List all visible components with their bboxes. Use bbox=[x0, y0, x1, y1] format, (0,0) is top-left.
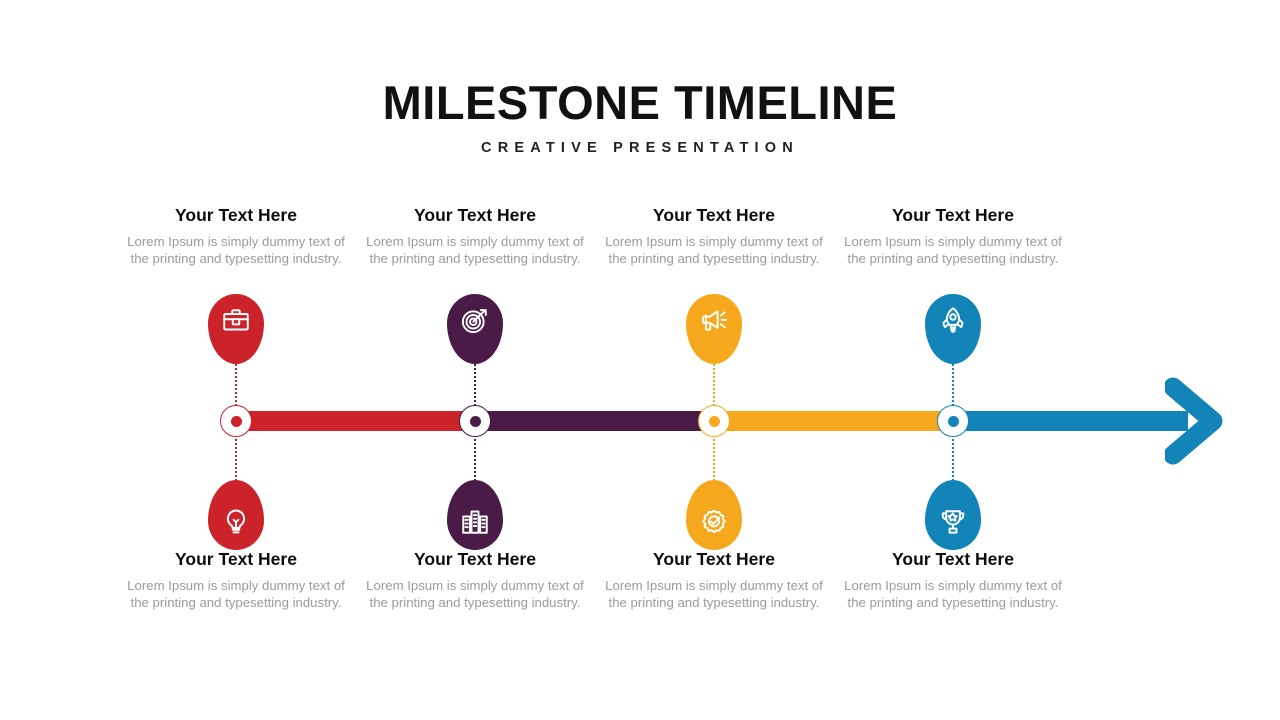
milestone-pin-1-bottom[interactable] bbox=[208, 480, 264, 550]
milestone-text-block-3-bottom: Your Text Here Lorem Ipsum is simply dumm… bbox=[599, 549, 829, 611]
rocket-icon bbox=[938, 305, 968, 335]
milestone-pin-4-bottom[interactable] bbox=[925, 480, 981, 550]
milestone-text-block-2-top: Your Text Here Lorem Ipsum is simply dumm… bbox=[360, 205, 590, 267]
timeline-node-dot bbox=[230, 415, 242, 427]
timeline-bar-segment-2 bbox=[475, 411, 714, 431]
milestone-heading: Your Text Here bbox=[175, 205, 297, 225]
milestone-heading: Your Text Here bbox=[653, 205, 775, 225]
timeline-connector-4-bottom bbox=[952, 427, 954, 481]
timeline-connector-3-bottom bbox=[713, 427, 715, 481]
milestone-body: Lorem Ipsum is simply dummy text of the … bbox=[844, 233, 1062, 266]
timeline-connector-1-bottom bbox=[235, 427, 237, 481]
target-arrow-icon bbox=[460, 305, 490, 335]
milestone-pin-4-top[interactable] bbox=[925, 294, 981, 364]
milestone-text-block-1-top: Your Text Here Lorem Ipsum is simply dumm… bbox=[121, 205, 351, 267]
milestone-pin-2-bottom[interactable] bbox=[447, 480, 503, 550]
milestone-text-block-4-bottom: Your Text Here Lorem Ipsum is simply dumm… bbox=[838, 549, 1068, 611]
milestone-body: Lorem Ipsum is simply dummy text of the … bbox=[366, 577, 584, 610]
timeline-node-dot bbox=[708, 415, 720, 427]
timeline-bar-segment-1 bbox=[236, 411, 475, 431]
gear-check-icon bbox=[699, 507, 729, 537]
milestone-body: Lorem Ipsum is simply dummy text of the … bbox=[127, 233, 345, 266]
milestone-heading: Your Text Here bbox=[175, 549, 297, 569]
trophy-icon bbox=[938, 507, 968, 537]
milestone-text-block-1-bottom: Your Text Here Lorem Ipsum is simply dumm… bbox=[121, 549, 351, 611]
timeline-connector-1-top bbox=[235, 352, 237, 406]
milestone-pin-2-top[interactable] bbox=[447, 294, 503, 364]
lightbulb-icon bbox=[221, 507, 251, 537]
milestone-pin-3-top[interactable] bbox=[686, 294, 742, 364]
milestone-text-block-3-top: Your Text Here Lorem Ipsum is simply dumm… bbox=[599, 205, 829, 267]
milestone-body: Lorem Ipsum is simply dummy text of the … bbox=[605, 233, 823, 266]
briefcase-icon bbox=[221, 305, 251, 335]
page-title: MILESTONE TIMELINE bbox=[382, 76, 898, 129]
milestone-heading: Your Text Here bbox=[414, 549, 536, 569]
milestone-body: Lorem Ipsum is simply dummy text of the … bbox=[605, 577, 823, 610]
milestone-heading: Your Text Here bbox=[414, 205, 536, 225]
timeline-bar-segment-3 bbox=[714, 411, 953, 431]
milestone-heading: Your Text Here bbox=[892, 205, 1014, 225]
milestone-heading: Your Text Here bbox=[892, 549, 1014, 569]
buildings-icon bbox=[460, 507, 490, 537]
milestone-body: Lorem Ipsum is simply dummy text of the … bbox=[127, 577, 345, 610]
milestone-heading: Your Text Here bbox=[653, 549, 775, 569]
timeline-node-dot bbox=[947, 415, 959, 427]
timeline-arrow-head-icon bbox=[1163, 377, 1225, 465]
timeline-connector-2-bottom bbox=[474, 427, 476, 481]
timeline-connector-2-top bbox=[474, 352, 476, 406]
milestone-text-block-4-top: Your Text Here Lorem Ipsum is simply dumm… bbox=[838, 205, 1068, 267]
milestone-body: Lorem Ipsum is simply dummy text of the … bbox=[366, 233, 584, 266]
slide-header: MILESTONE TIMELINE CREATIVE PRESENTATION bbox=[0, 76, 1280, 157]
megaphone-icon bbox=[699, 305, 729, 335]
timeline-connector-3-top bbox=[713, 352, 715, 406]
milestone-text-block-2-bottom: Your Text Here Lorem Ipsum is simply dumm… bbox=[360, 549, 590, 611]
page-subtitle: CREATIVE PRESENTATION bbox=[481, 140, 799, 157]
milestone-pin-3-bottom[interactable] bbox=[686, 480, 742, 550]
milestone-pin-1-top[interactable] bbox=[208, 294, 264, 364]
timeline-node-dot bbox=[469, 415, 481, 427]
timeline-bar-segment-4 bbox=[953, 411, 1188, 431]
timeline-connector-4-top bbox=[952, 352, 954, 406]
milestone-body: Lorem Ipsum is simply dummy text of the … bbox=[844, 577, 1062, 610]
